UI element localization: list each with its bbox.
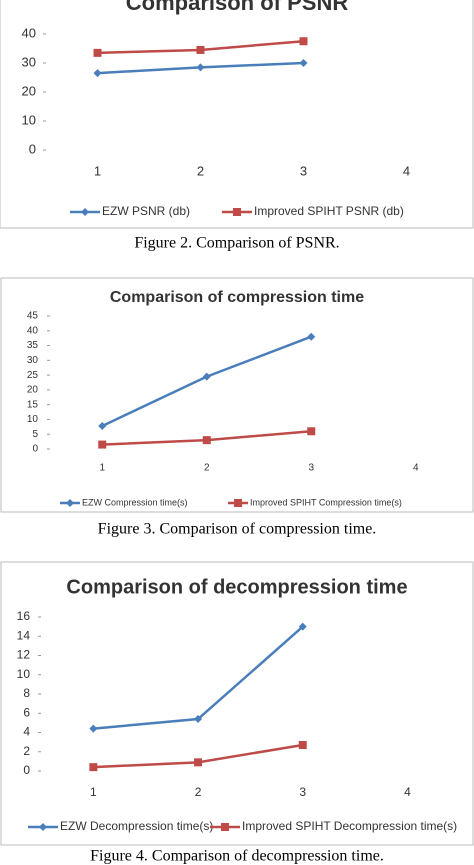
caption: Figure 2. Comparison of PSNR.	[134, 235, 339, 252]
legend-label: Improved SPIHT Compression time(s)	[250, 497, 402, 507]
legend-marker	[39, 823, 47, 831]
y-tick-label: 30	[22, 54, 36, 69]
marker	[196, 45, 205, 54]
y-tick-label: 40	[27, 325, 39, 336]
y-tick-label: 40	[22, 25, 36, 40]
y-tick-label: 10	[22, 112, 36, 127]
y-tick-label: 15	[27, 399, 39, 410]
y-tick-label: 5	[32, 429, 38, 440]
marker	[307, 332, 316, 341]
x-tick-label: 1	[99, 463, 105, 474]
y-tick-label: 8	[23, 686, 30, 700]
x-tick-label: 1	[94, 163, 101, 178]
chart-frame	[0, 0, 474, 229]
marker	[93, 69, 102, 78]
y-tick-label: 45	[27, 311, 39, 322]
marker	[299, 37, 308, 46]
marker	[299, 59, 308, 67]
y-tick-label: 10	[27, 414, 39, 425]
marker	[202, 372, 211, 381]
marker	[298, 622, 307, 631]
legend-label: EZW Decompression time(s)	[60, 819, 213, 833]
y-tick-label: 2	[23, 744, 30, 758]
x-tick-label: 3	[308, 463, 314, 474]
y-tick-label: 0	[29, 141, 36, 156]
y-tick-label: 25	[27, 370, 39, 381]
y-tick-label: 12	[17, 648, 31, 662]
chart-title: Comparison of compression time	[110, 289, 364, 306]
legend-label: EZW PSNR (db)	[102, 204, 190, 218]
legend-marker	[233, 208, 241, 216]
x-tick-label: 3	[299, 785, 306, 799]
marker	[298, 741, 307, 750]
y-tick-label: 35	[27, 340, 39, 351]
marker	[89, 763, 98, 772]
x-tick-label: 2	[197, 163, 204, 178]
x-tick-label: 4	[403, 163, 410, 178]
marker	[98, 440, 107, 449]
marker	[196, 63, 205, 72]
x-tick-label: 2	[195, 785, 202, 799]
chart-frame	[0, 561, 474, 846]
legend-label: Improved SPIHT PSNR (db)	[254, 204, 404, 218]
legend-marker	[66, 499, 74, 507]
chart-title: Comparison of PSNR	[126, 0, 349, 15]
legend-label: Improved SPIHT Decompression time(s)	[242, 819, 457, 833]
x-tick-label: 4	[404, 785, 411, 799]
y-tick-label: 16	[17, 609, 31, 623]
marker	[98, 421, 107, 430]
marker	[194, 715, 203, 724]
legend-label: EZW Compression time(s)	[82, 497, 188, 507]
x-tick-label: 2	[204, 463, 210, 474]
caption: Figure 4. Comparison of decompression ti…	[90, 848, 384, 865]
marker	[194, 758, 203, 767]
y-tick-label: 10	[17, 667, 31, 681]
chart-title: Comparison of decompression time	[66, 576, 407, 598]
y-tick-label: 0	[32, 444, 38, 455]
y-tick-label: 14	[17, 628, 31, 642]
chart-frame	[0, 277, 474, 513]
marker	[93, 48, 102, 57]
marker	[307, 427, 316, 436]
y-tick-label: 20	[27, 385, 39, 396]
y-tick-label: 4	[23, 725, 30, 739]
y-tick-label: 6	[23, 705, 30, 719]
x-tick-label: 4	[413, 463, 419, 474]
caption: Figure 3. Comparison of compression time…	[98, 521, 377, 538]
y-tick-label: 0	[23, 763, 30, 777]
y-tick-label: 30	[27, 355, 39, 366]
x-tick-label: 3	[300, 163, 307, 178]
marker	[89, 724, 98, 733]
x-tick-label: 1	[90, 785, 97, 799]
marker	[202, 436, 211, 445]
legend-marker	[234, 499, 242, 507]
legend-marker	[221, 823, 229, 831]
y-tick-label: 20	[22, 83, 36, 98]
legend-marker	[81, 208, 89, 216]
